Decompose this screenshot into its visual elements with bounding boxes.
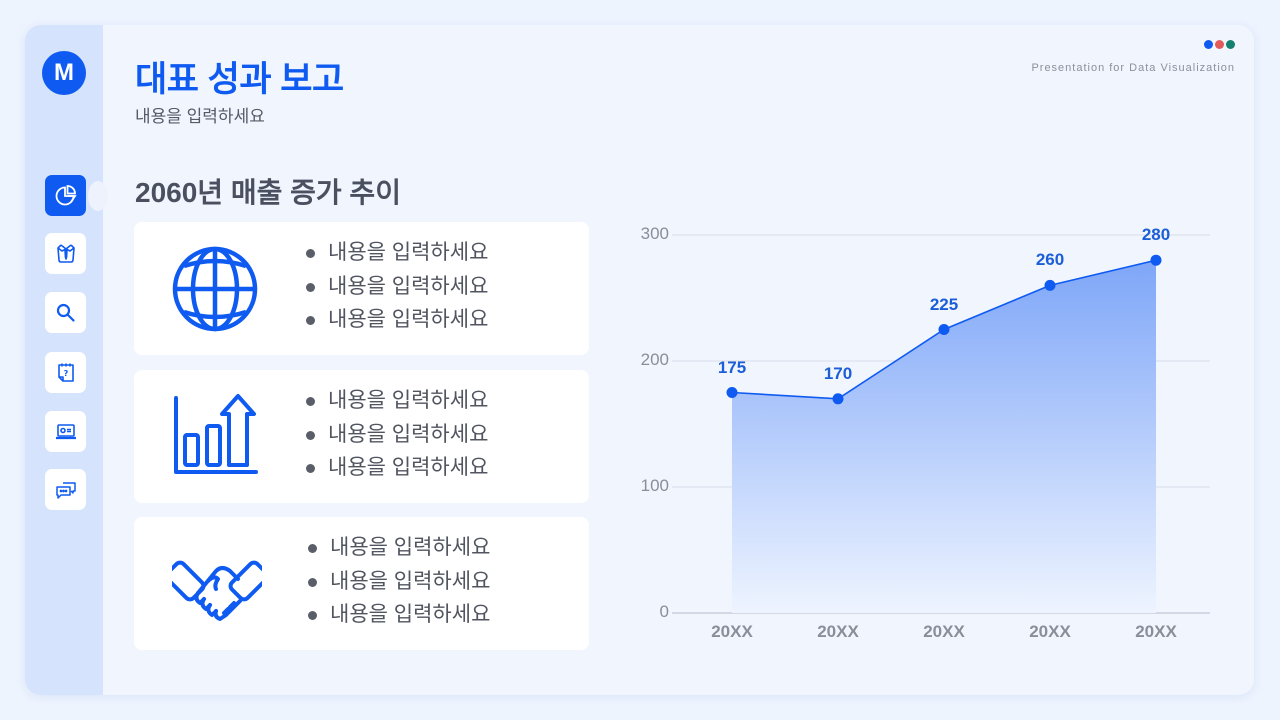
bullet-list: 내용을 입력하세요 내용을 입력하세요 내용을 입력하세요 [302,384,488,485]
page-subtitle: 내용을 입력하세요 [135,107,265,126]
growth-bar-chart-icon [174,394,258,474]
bullet-item: 내용을 입력하세요 [302,303,488,337]
sidebar-item-business[interactable] [45,233,86,274]
window-dots [1204,40,1235,49]
info-card-globe: 내용을 입력하세요 내용을 입력하세요 내용을 입력하세요 [134,222,589,355]
dot-blue [1204,40,1213,49]
question-note-icon: ? [57,363,74,382]
sidebar: M [25,25,108,695]
pie-chart-icon [55,184,77,205]
search-icon [56,303,75,322]
sidebar-item-chat[interactable] [45,469,86,510]
slide-frame: M [25,25,1254,695]
bullet-item: 내용을 입력하세요 [304,565,490,599]
tagline: Presentation for Data Visualization [1031,62,1235,74]
sidebar-item-chart[interactable] [45,175,86,216]
laptop-id-icon [55,423,76,439]
shirt-tie-icon [56,243,75,263]
page-title: 대표 성과 보고 [135,60,344,99]
chat-bubbles-icon [55,481,76,499]
info-card-growth: 내용을 입력하세요 내용을 입력하세요 내용을 입력하세요 [134,370,589,503]
active-indicator [88,181,108,211]
bullet-item: 내용을 입력하세요 [302,236,488,270]
bullet-item: 내용을 입력하세요 [302,384,488,418]
sidebar-item-profile[interactable] [45,411,86,452]
bullet-item: 내용을 입력하세요 [302,418,488,452]
bullet-list: 내용을 입력하세요 내용을 입력하세요 내용을 입력하세요 [304,531,490,632]
dot-green [1226,40,1235,49]
sidebar-item-search[interactable] [45,292,86,333]
sidebar-item-faq[interactable]: ? [45,352,86,393]
bullet-item: 내용을 입력하세요 [302,451,488,485]
bullet-list: 내용을 입력하세요 내용을 입력하세요 내용을 입력하세요 [302,236,488,337]
svg-text:?: ? [63,369,68,378]
bullet-item: 내용을 입력하세요 [304,598,490,632]
logo-badge: M [42,51,86,95]
info-card-handshake: 내용을 입력하세요 내용을 입력하세요 내용을 입력하세요 [134,517,589,650]
bullet-item: 내용을 입력하세요 [304,531,490,565]
bullet-item: 내용을 입력하세요 [302,270,488,304]
globe-icon [172,246,258,332]
dot-red [1215,40,1224,49]
section-title: 2060년 매출 증가 추이 [135,177,401,208]
handshake-icon [172,560,262,621]
